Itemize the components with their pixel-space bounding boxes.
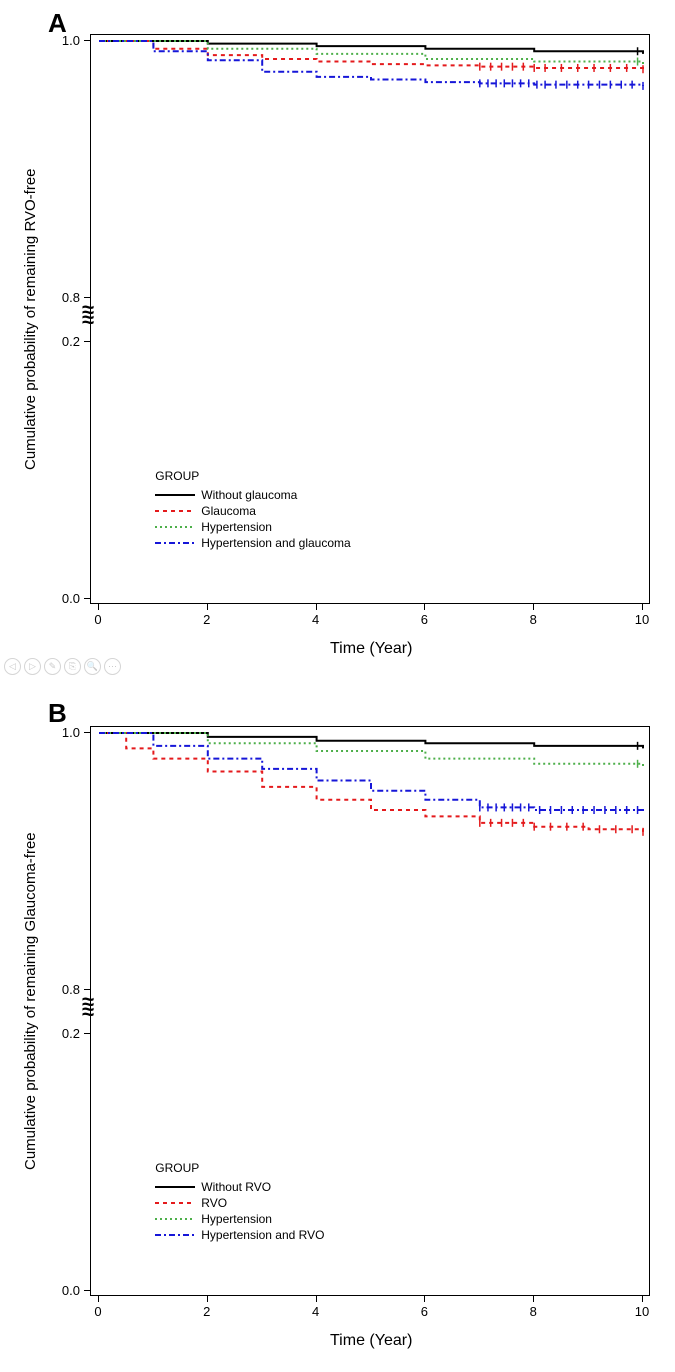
legend-title: GROUP bbox=[155, 469, 350, 483]
panel-b-ylabel: Cumulative probability of remaining Glau… bbox=[22, 832, 39, 1170]
legend-item-label: Glaucoma bbox=[201, 504, 256, 518]
toolbar-more-icon[interactable]: ⋯ bbox=[104, 658, 121, 675]
xtick-label: 8 bbox=[523, 612, 543, 627]
legend-item: Glaucoma bbox=[155, 503, 350, 519]
ytick-label: 0.8 bbox=[50, 290, 80, 305]
xtick-label: 6 bbox=[414, 612, 434, 627]
xtick-label: 2 bbox=[197, 1304, 217, 1319]
toolbar-zoom-icon[interactable]: 🔍 bbox=[84, 658, 101, 675]
ytick-label: 1.0 bbox=[50, 725, 80, 740]
xtick-label: 0 bbox=[88, 1304, 108, 1319]
xtick-label: 0 bbox=[88, 612, 108, 627]
legend-item-label: RVO bbox=[201, 1196, 227, 1210]
xtick-label: 4 bbox=[306, 1304, 326, 1319]
panel-b-xlabel: Time (Year) bbox=[330, 1332, 412, 1350]
legend-title: GROUP bbox=[155, 1161, 324, 1175]
xtick-label: 4 bbox=[306, 612, 326, 627]
ytick-label: 0.2 bbox=[50, 1026, 80, 1041]
ytick-label: 0.0 bbox=[50, 1283, 80, 1298]
legend-item-label: Hypertension and glaucoma bbox=[201, 536, 350, 550]
ytick-label: 0.2 bbox=[50, 334, 80, 349]
panel-a-ylabel: Cumulative probability of remaining RVO-… bbox=[22, 168, 39, 470]
legend-item-label: Hypertension bbox=[201, 520, 272, 534]
legend-item: Hypertension and RVO bbox=[155, 1227, 324, 1243]
legend-item-label: Hypertension and RVO bbox=[201, 1228, 324, 1242]
toolbar-copy-icon[interactable]: ⎘ bbox=[64, 658, 81, 675]
toolbar-edit-icon[interactable]: ✎ bbox=[44, 658, 61, 675]
ytick-label: 1.0 bbox=[50, 33, 80, 48]
ytick-label: 0.8 bbox=[50, 982, 80, 997]
toolbar-prev-icon[interactable]: ◁ bbox=[4, 658, 21, 675]
axis-break-icon: ≈≈ bbox=[82, 997, 94, 1017]
legend-item-label: Without RVO bbox=[201, 1180, 271, 1194]
xtick-label: 2 bbox=[197, 612, 217, 627]
legend-item: RVO bbox=[155, 1195, 324, 1211]
panel-b-legend: GROUP Without RVO RVO Hypertension Hyper… bbox=[155, 1161, 324, 1243]
legend-item: Hypertension and glaucoma bbox=[155, 535, 350, 551]
panel-a-xlabel: Time (Year) bbox=[330, 640, 412, 658]
ytick-label: 0.0 bbox=[50, 591, 80, 606]
xtick-label: 10 bbox=[632, 612, 652, 627]
xtick-label: 10 bbox=[632, 1304, 652, 1319]
xtick-label: 6 bbox=[414, 1304, 434, 1319]
legend-item: Hypertension bbox=[155, 1211, 324, 1227]
image-toolbar: ◁ ▷ ✎ ⎘ 🔍 ⋯ bbox=[4, 658, 121, 675]
axis-break-icon: ≈≈ bbox=[82, 305, 94, 325]
toolbar-next-icon[interactable]: ▷ bbox=[24, 658, 41, 675]
panel-a: A Cumulative probability of remaining RV… bbox=[0, 0, 675, 680]
legend-item: Without glaucoma bbox=[155, 487, 350, 503]
legend-item: Without RVO bbox=[155, 1179, 324, 1195]
xtick-label: 8 bbox=[523, 1304, 543, 1319]
legend-item: Hypertension bbox=[155, 519, 350, 535]
panel-a-legend: GROUP Without glaucoma Glaucoma Hyperten… bbox=[155, 469, 350, 551]
legend-item-label: Hypertension bbox=[201, 1212, 272, 1226]
legend-item-label: Without glaucoma bbox=[201, 488, 297, 502]
panel-b: B Cumulative probability of remaining Gl… bbox=[0, 680, 675, 1372]
